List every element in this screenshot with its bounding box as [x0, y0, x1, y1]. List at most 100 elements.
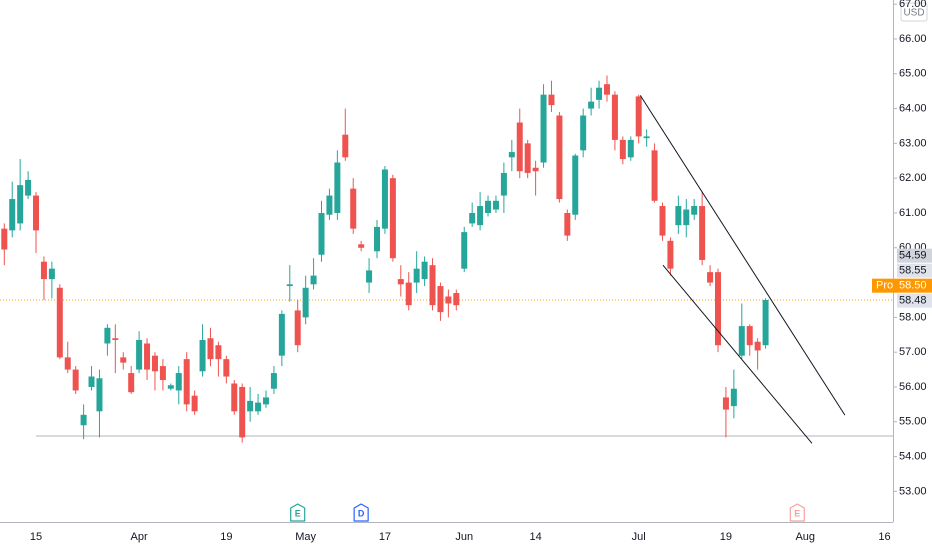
price-badge — [897, 293, 932, 308]
candle-body — [603, 84, 610, 95]
y-tick-label: 55.00 — [899, 416, 927, 428]
candle-body — [691, 206, 698, 215]
y-tick-label: 65.00 — [899, 68, 927, 80]
candle-body — [278, 313, 285, 356]
x-tick-label: Jul — [632, 531, 646, 543]
candle-body — [25, 179, 32, 196]
x-tick-label: May — [295, 531, 316, 543]
candle-body — [334, 162, 341, 213]
candle-body — [413, 268, 420, 283]
candle-body — [437, 286, 444, 313]
candle-body — [738, 326, 745, 356]
candle-body — [469, 212, 476, 224]
price-badge — [872, 278, 932, 293]
candle-body — [461, 232, 468, 269]
trend-line — [662, 264, 813, 444]
candle-body — [596, 87, 603, 100]
candle-body — [492, 200, 499, 210]
candle-body — [191, 395, 198, 412]
candle-body — [358, 244, 365, 248]
x-tick-label: Aug — [795, 531, 815, 543]
y-tick-label: 54.00 — [899, 450, 927, 462]
candle-body — [445, 296, 452, 304]
candle-body — [540, 94, 547, 163]
price-badge-label: 58.55 — [899, 265, 927, 277]
candle-body — [310, 275, 317, 285]
candle-body — [128, 373, 135, 393]
candle-body — [40, 261, 47, 280]
candle-body — [231, 383, 238, 412]
candle-body — [167, 385, 174, 389]
y-tick-label: 62.00 — [899, 172, 927, 184]
y-tick-label: 64.00 — [899, 102, 927, 114]
candle-body — [508, 152, 515, 158]
candle-body — [477, 206, 484, 226]
x-tick-label: 17 — [379, 531, 391, 543]
candle-body — [104, 327, 111, 344]
candle-body — [302, 287, 309, 318]
candle-body — [381, 169, 388, 229]
price-badge-prefix: Pro — [876, 280, 893, 292]
candle-body — [683, 209, 690, 226]
candle-body — [524, 143, 531, 173]
candle-body — [366, 270, 373, 283]
candle-body — [326, 195, 333, 215]
candle-body — [151, 355, 158, 372]
candle-body — [675, 206, 682, 226]
event-label: E — [295, 508, 301, 518]
candle-body — [635, 96, 642, 137]
candle-body — [56, 287, 63, 358]
candle-body — [722, 397, 729, 410]
candle-body — [112, 338, 119, 340]
candle-body — [350, 188, 357, 229]
candle-body — [762, 299, 769, 346]
candle-body — [421, 261, 428, 280]
candle-body — [699, 206, 706, 260]
candle-body — [80, 414, 87, 426]
candle-body — [1, 228, 8, 250]
price-badge-label: 54.59 — [899, 250, 927, 262]
candle-body — [9, 199, 16, 231]
event-label: D — [358, 508, 365, 518]
candle-body — [532, 167, 539, 172]
candle-body — [588, 101, 595, 109]
candle-body — [619, 139, 626, 160]
candle-body — [48, 268, 55, 280]
event-marker — [789, 503, 805, 522]
candle-body — [667, 240, 674, 269]
candle-body — [611, 94, 618, 140]
candle-body — [342, 134, 349, 158]
y-tick-label: 56.00 — [899, 381, 927, 393]
candle-body — [17, 185, 24, 224]
candle-body — [175, 373, 182, 391]
candle-body — [96, 378, 103, 412]
x-tick-label: 15 — [30, 531, 42, 543]
y-tick-label: 61.00 — [899, 207, 927, 219]
candle-body — [500, 172, 507, 196]
candle-body — [485, 200, 492, 213]
candle-body — [715, 272, 721, 346]
candle-body — [223, 359, 230, 377]
candle-body — [516, 122, 523, 172]
candle-body — [754, 341, 761, 351]
candle-body — [144, 343, 151, 370]
candle-body — [72, 369, 79, 391]
candle-body — [318, 212, 325, 255]
y-tick-label: 53.00 — [899, 485, 927, 497]
candle-body — [389, 178, 396, 259]
candle-body — [183, 359, 190, 405]
candle-body — [199, 339, 206, 372]
candle-body — [255, 402, 262, 412]
candle-body — [556, 115, 563, 200]
candle-body — [374, 226, 381, 252]
candle-body — [270, 373, 277, 389]
candle-body — [643, 136, 650, 139]
event-marker — [353, 503, 369, 522]
trend-line — [639, 95, 846, 416]
candle-body — [397, 279, 404, 285]
candle-body — [707, 272, 714, 283]
candle-body — [207, 338, 214, 360]
